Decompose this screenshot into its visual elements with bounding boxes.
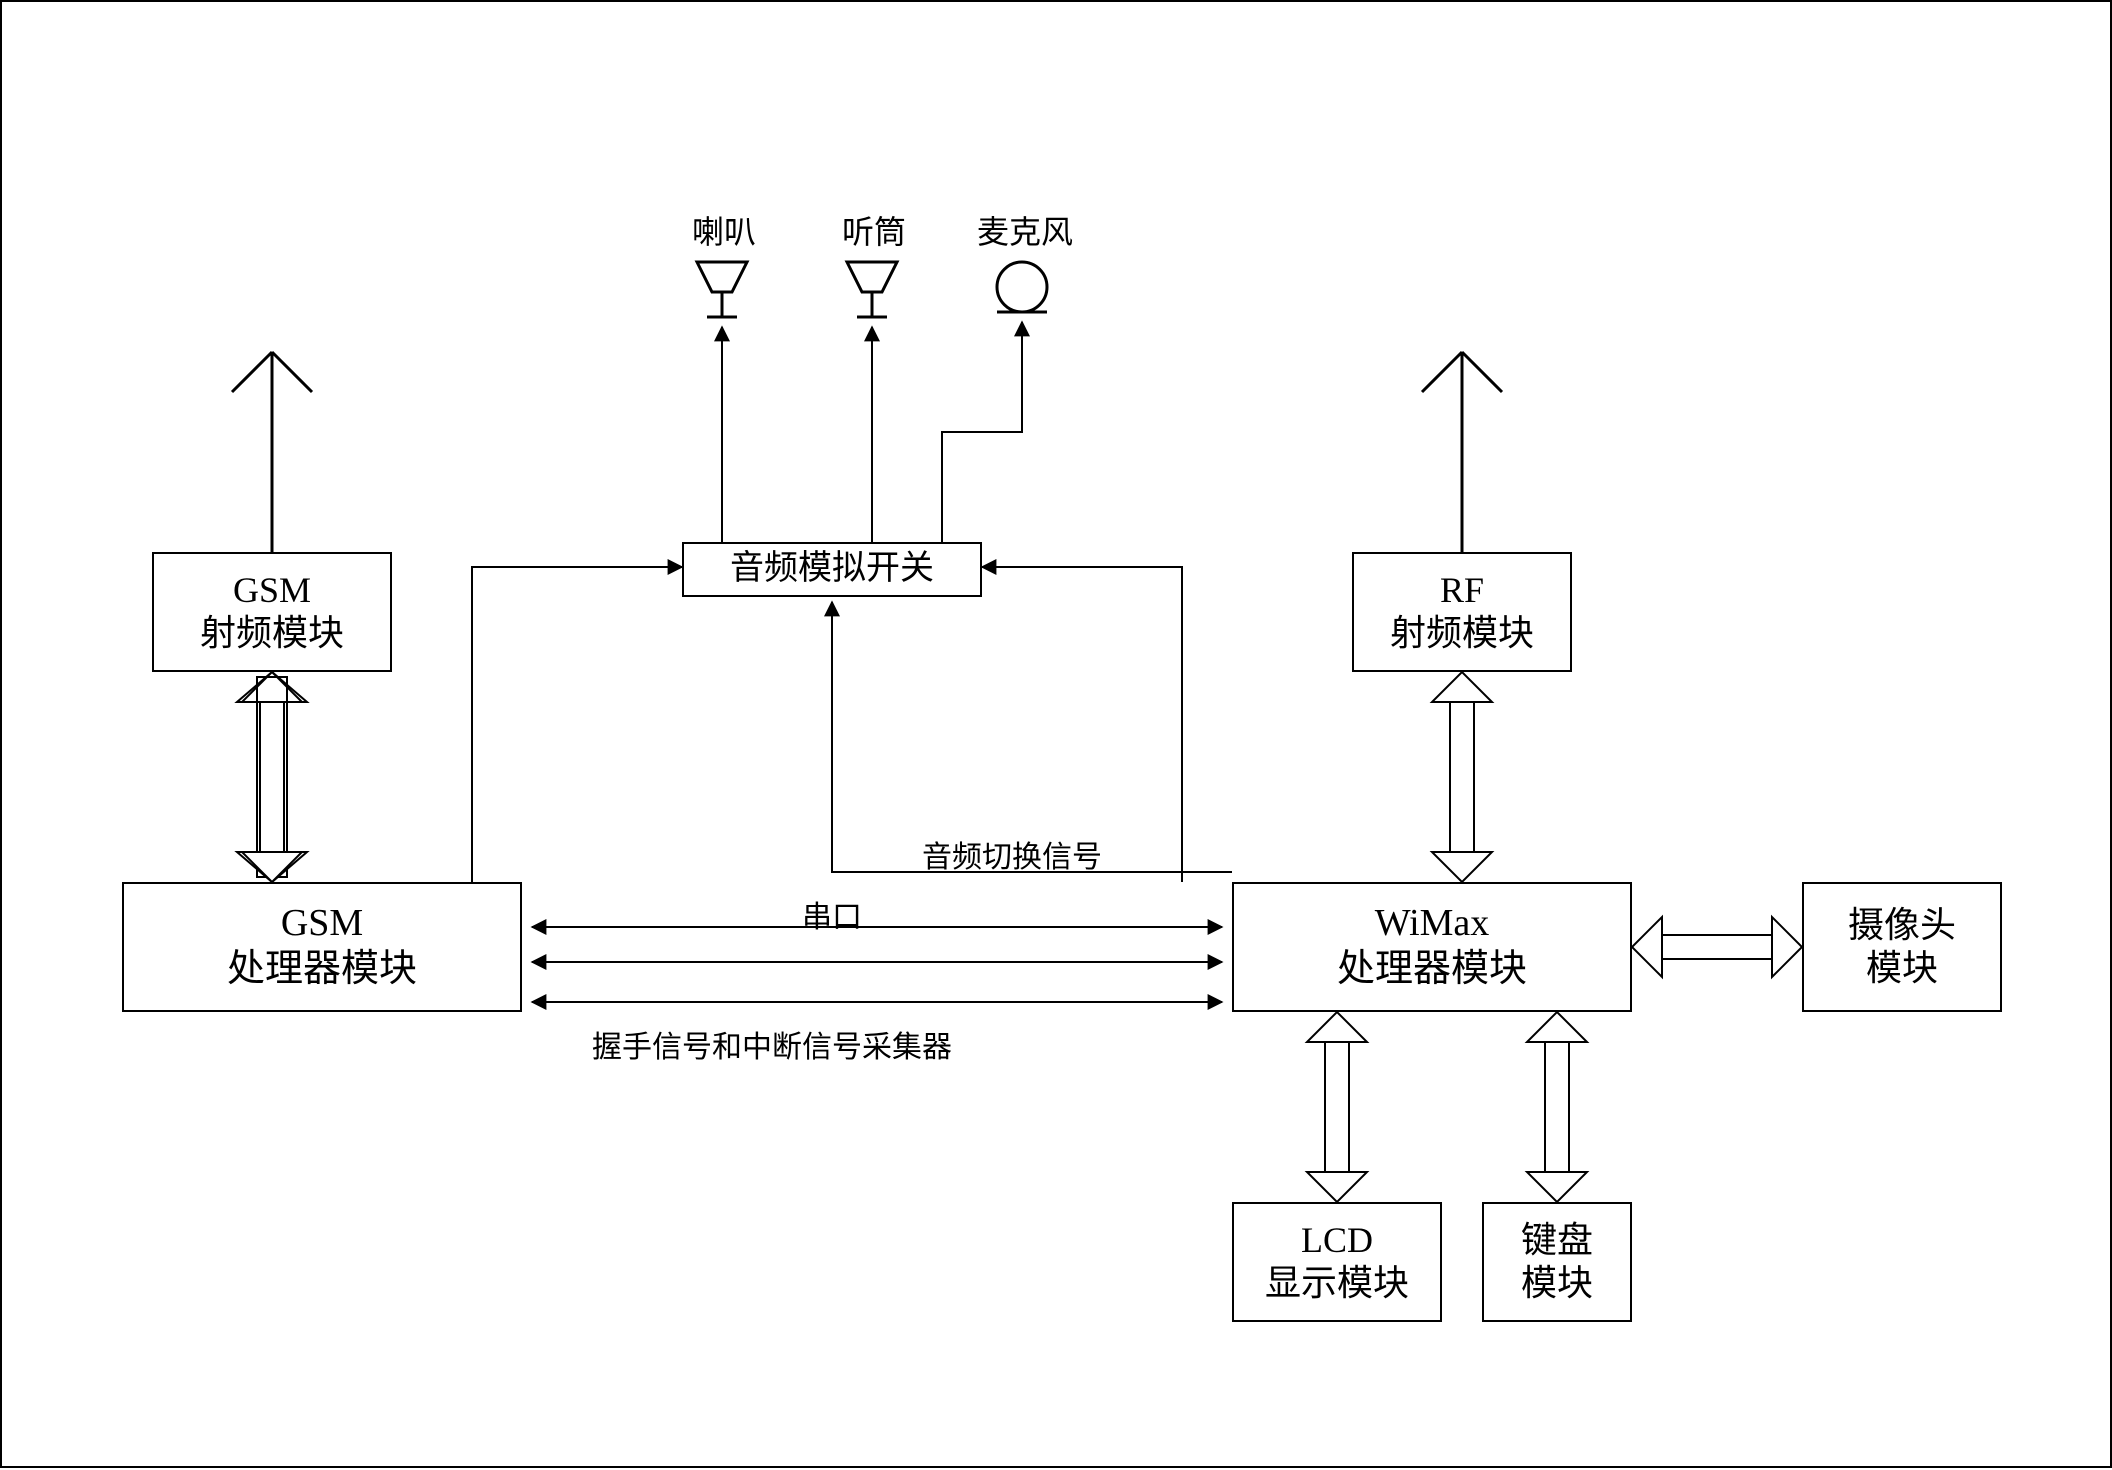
rf-line1: RF <box>1440 569 1484 612</box>
gsm-rf-module: GSM 射频模块 <box>152 552 392 672</box>
wimax-proc-line1: WiMax <box>1375 901 1490 947</box>
lcd-line1: LCD <box>1301 1219 1373 1262</box>
diagram-canvas: GSM 射频模块 RF 射频模块 音频模拟开关 GSM 处理器模块 WiMax … <box>0 0 2112 1468</box>
rf-module: RF 射频模块 <box>1352 552 1572 672</box>
serial-port-label: 串口 <box>802 892 862 936</box>
gsm-antenna-icon <box>232 352 312 552</box>
kb-line1: 键盘 <box>1521 1219 1593 1262</box>
camera-line1: 摄像头 <box>1848 904 1956 947</box>
wimax-proc-line2: 处理器模块 <box>1337 947 1527 993</box>
gsm-rf-line2: 射频模块 <box>200 612 344 655</box>
gsm-proc-line1: GSM <box>281 901 363 947</box>
audio-switch-label: 音频模拟开关 <box>730 549 934 590</box>
handshake-label: 握手信号和中断信号采集器 <box>592 1022 952 1066</box>
speaker-icon <box>697 262 747 317</box>
mic-label: 麦克风 <box>977 207 1073 253</box>
gsm-rf-line1: GSM <box>233 569 311 612</box>
rf-line2: 射频模块 <box>1390 612 1534 655</box>
rf-antenna-icon <box>1422 352 1502 552</box>
gsm-processor-module: GSM 处理器模块 <box>122 882 522 1012</box>
audio-switch-signal-label: 音频切换信号 <box>922 832 1102 876</box>
camera-module: 摄像头 模块 <box>1802 882 2002 1012</box>
microphone-icon <box>997 262 1047 312</box>
earpiece-label: 听筒 <box>842 207 906 253</box>
audio-analog-switch: 音频模拟开关 <box>682 542 982 597</box>
lcd-line2: 显示模块 <box>1265 1262 1409 1305</box>
keyboard-module: 键盘 模块 <box>1482 1202 1632 1322</box>
earpiece-icon <box>847 262 897 317</box>
speaker-label: 喇叭 <box>692 207 756 253</box>
gsm-rf-proc-link <box>237 672 307 882</box>
kb-line2: 模块 <box>1521 1262 1593 1305</box>
lcd-module: LCD 显示模块 <box>1232 1202 1442 1322</box>
camera-line2: 模块 <box>1866 947 1938 990</box>
wimax-processor-module: WiMax 处理器模块 <box>1232 882 1632 1012</box>
gsm-proc-line2: 处理器模块 <box>227 947 417 993</box>
